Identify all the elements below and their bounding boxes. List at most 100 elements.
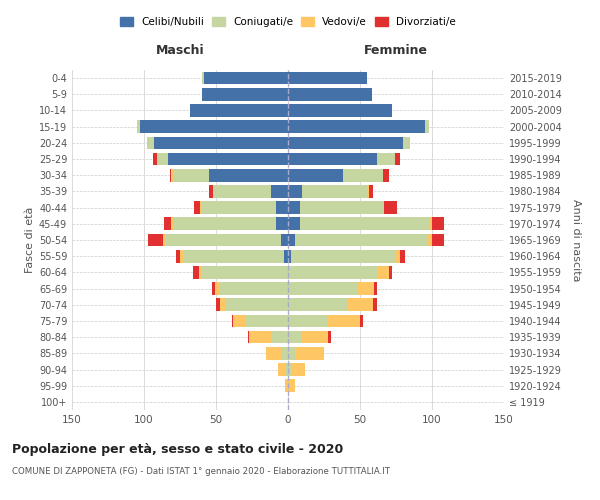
Bar [425, 120, 429, 133]
Bar [183, 250, 284, 262]
Bar [360, 314, 363, 328]
Bar [281, 347, 288, 360]
Bar [432, 218, 443, 230]
Bar [200, 202, 202, 214]
Bar [389, 266, 392, 278]
Bar [194, 202, 200, 214]
Bar [288, 347, 295, 360]
Bar [213, 185, 271, 198]
Bar [245, 314, 288, 328]
Bar [383, 202, 385, 214]
Bar [377, 266, 389, 278]
Bar [288, 266, 377, 278]
Bar [295, 347, 324, 360]
Bar [164, 218, 172, 230]
Bar [202, 202, 277, 214]
Bar [288, 202, 299, 214]
Bar [288, 380, 295, 392]
Bar [288, 363, 291, 376]
Bar [302, 185, 367, 198]
Bar [173, 169, 209, 181]
Bar [288, 72, 367, 85]
Bar [249, 331, 271, 344]
Bar [400, 250, 404, 262]
Bar [271, 331, 288, 344]
Bar [209, 185, 213, 198]
Bar [137, 120, 140, 133]
Bar [299, 218, 429, 230]
Bar [291, 250, 395, 262]
Bar [209, 169, 288, 181]
Bar [172, 169, 173, 181]
Bar [288, 136, 403, 149]
Bar [173, 218, 277, 230]
Bar [429, 218, 432, 230]
Bar [328, 314, 360, 328]
Bar [193, 266, 199, 278]
Bar [202, 266, 288, 278]
Bar [148, 234, 163, 246]
Legend: Celibi/Nubili, Coniugati/e, Vedovi/e, Divorziati/e: Celibi/Nubili, Coniugati/e, Vedovi/e, Di… [117, 14, 459, 30]
Bar [432, 234, 443, 246]
Y-axis label: Fasce di età: Fasce di età [25, 207, 35, 273]
Bar [152, 152, 157, 166]
Bar [288, 234, 295, 246]
Bar [383, 169, 389, 181]
Bar [248, 331, 249, 344]
Bar [295, 234, 428, 246]
Bar [170, 169, 172, 181]
Bar [374, 282, 377, 295]
Text: Popolazione per età, sesso e stato civile - 2020: Popolazione per età, sesso e stato civil… [12, 442, 343, 456]
Bar [180, 250, 183, 262]
Bar [277, 218, 288, 230]
Bar [367, 185, 368, 198]
Bar [395, 250, 400, 262]
Bar [403, 136, 410, 149]
Bar [368, 185, 373, 198]
Bar [288, 218, 299, 230]
Text: Femmine: Femmine [364, 44, 428, 57]
Bar [377, 152, 395, 166]
Bar [202, 88, 288, 101]
Bar [169, 152, 288, 166]
Bar [277, 202, 288, 214]
Bar [176, 250, 180, 262]
Bar [288, 298, 349, 311]
Bar [285, 380, 288, 392]
Bar [395, 152, 400, 166]
Bar [140, 120, 288, 133]
Bar [271, 185, 288, 198]
Bar [288, 250, 291, 262]
Bar [288, 314, 328, 328]
Bar [232, 314, 233, 328]
Bar [288, 185, 302, 198]
Bar [278, 363, 285, 376]
Bar [166, 234, 281, 246]
Bar [172, 218, 173, 230]
Bar [220, 298, 226, 311]
Bar [199, 266, 202, 278]
Bar [205, 72, 288, 85]
Bar [349, 298, 373, 311]
Bar [154, 136, 288, 149]
Bar [357, 282, 374, 295]
Bar [288, 282, 357, 295]
Bar [281, 234, 288, 246]
Bar [288, 169, 343, 181]
Bar [288, 120, 425, 133]
Bar [147, 136, 154, 149]
Bar [219, 282, 288, 295]
Bar [373, 298, 377, 311]
Text: Maschi: Maschi [155, 44, 205, 57]
Bar [288, 152, 377, 166]
Bar [291, 363, 305, 376]
Bar [288, 331, 302, 344]
Bar [285, 363, 288, 376]
Bar [428, 234, 432, 246]
Y-axis label: Anni di nascita: Anni di nascita [571, 198, 581, 281]
Bar [202, 72, 205, 85]
Bar [288, 88, 371, 101]
Bar [328, 331, 331, 344]
Bar [226, 298, 288, 311]
Bar [343, 169, 383, 181]
